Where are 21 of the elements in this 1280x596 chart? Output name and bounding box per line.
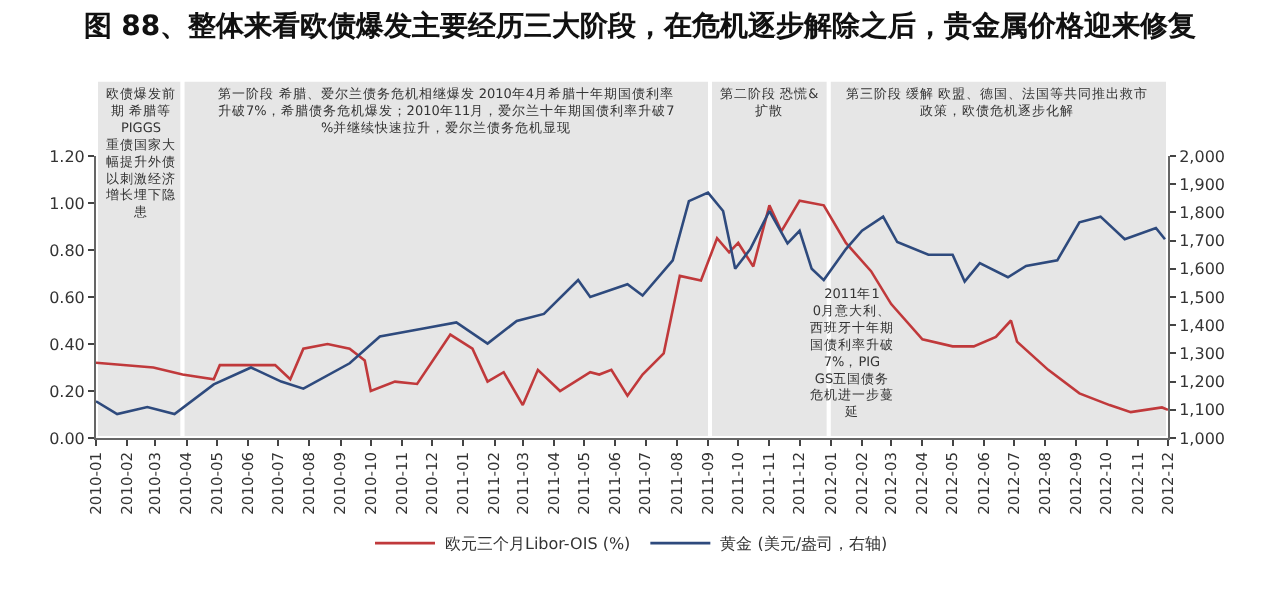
y-tick-label: 0.00 <box>49 429 85 448</box>
y2-tick-label: 1,800 <box>1179 204 1226 222</box>
y-tick-label: 1.20 <box>49 147 85 166</box>
y2-tick-label: 2,000 <box>1179 147 1226 166</box>
y2-tick-label: 1,400 <box>1179 316 1226 335</box>
y2-tick-label: 1,000 <box>1179 429 1226 448</box>
legend-label: 黄金 (美元/盎司，右轴) <box>720 535 888 554</box>
y2-tick-label: 1,300 <box>1179 345 1226 363</box>
y-tick-label: 0.60 <box>49 288 85 307</box>
y2-tick-label: 1,700 <box>1179 232 1226 251</box>
y2-tick-label: 1,900 <box>1179 175 1226 194</box>
chart-title: 图 88、整体来看欧债爆发主要经历三大阶段，在危机逐步解除之后，贵金属价格迎来修复 <box>83 8 1197 43</box>
y-tick-label: 0.40 <box>49 335 85 354</box>
y-tick-label: 0.20 <box>49 382 85 401</box>
y-tick-label: 0.80 <box>49 241 85 260</box>
legend-label: 欧元三个月Libor-OIS (%) <box>445 535 631 554</box>
y2-tick-label: 1,600 <box>1179 260 1226 279</box>
y2-tick-label: 1,500 <box>1179 288 1226 307</box>
y2-tick-label: 1,200 <box>1179 373 1226 392</box>
y2-tick-label: 1,100 <box>1179 401 1226 420</box>
y-tick-label: 1.00 <box>49 194 85 213</box>
